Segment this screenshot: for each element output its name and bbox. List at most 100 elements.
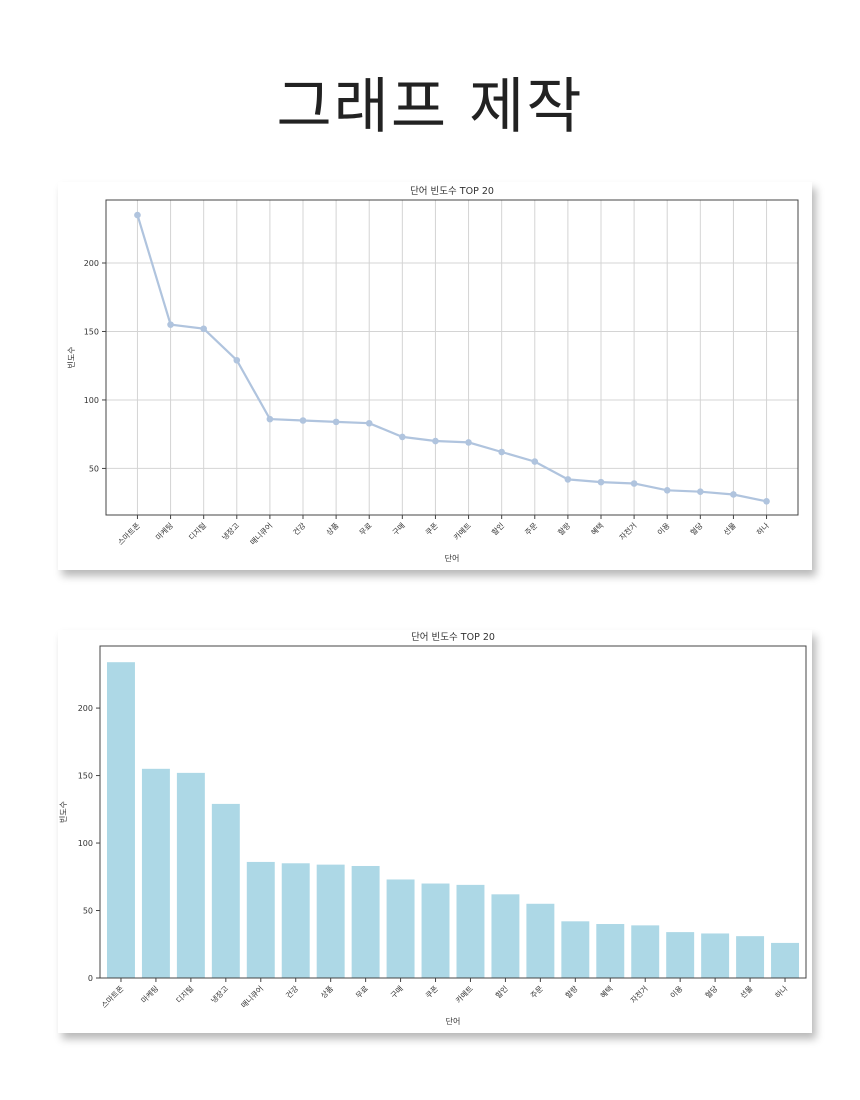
x-tick-label: 선물 [738,984,754,1000]
y-axis-label: 빈도수 [59,801,68,823]
x-tick-label: 디지털 [174,984,195,1005]
bar [141,768,170,978]
bar [316,864,345,978]
x-tick-label: 무료 [354,984,370,1000]
x-tick-label: 할랑 [564,984,580,1000]
x-tick-label: 냉장고 [209,983,231,1005]
x-tick-label: 주문 [523,521,539,537]
x-tick-label: 스마트폰 [116,521,142,547]
bar [106,662,135,978]
x-tick-label: 혈당 [688,520,705,537]
x-tick-label: 하나 [754,520,771,537]
x-tick-label: 이용 [668,983,685,1000]
x-tick-label: 혜택 [598,983,615,1000]
x-tick-label: 매니큐어 [248,520,275,547]
bar [456,884,485,978]
bar [176,772,205,978]
x-tick-label: 구매 [389,984,405,1000]
x-tick-label: 구매 [391,521,407,537]
bar [421,883,450,978]
bar [631,925,660,978]
data-point [763,498,770,505]
x-tick-label: 주문 [529,984,545,1000]
x-tick-label: 할인 [493,983,510,1000]
data-point [332,418,340,426]
x-tick-label: 혜택 [589,520,606,537]
bar [736,936,765,978]
y-tick-label: 200 [84,259,99,268]
data-point [200,325,207,333]
x-tick-label: 무료 [358,521,374,537]
bar [596,924,625,978]
data-point [365,419,373,427]
x-tick-label: 카메트 [452,521,473,542]
plot-frame [105,199,799,516]
x-axis-label: 단어 [445,553,460,563]
bar-chart-card: 0 50 100 150 200 스마트폰 마케팅 디지털 냉장고 매니큐어 건강 상품 무료 구매 쿠폰 카… [58,630,812,1033]
data-point [697,488,704,496]
data-point [597,478,605,486]
x-tick-label: 자전거 [628,983,650,1005]
x-tick-label: 건강 [283,983,300,1000]
x-tick-label: 마케팅 [153,520,175,542]
data-point [134,211,141,219]
bar [386,879,415,978]
bar [211,803,240,978]
data-point [730,491,737,498]
x-tick-label: 매니큐어 [239,983,266,1010]
y-tick-label: 100 [78,839,93,848]
line-chart-card: 50 100 150 200 스마트폰 마케팅 디지털 냉장고 매니큐어 건강 상품 무료 구매 쿠폰 카메… [58,182,812,570]
bar [281,863,310,978]
x-tick-label: 상품 [318,983,335,1000]
x-tick-label: 이용 [655,520,672,537]
x-tick-label: 카메트 [454,984,475,1005]
data-point [465,439,472,446]
x-tick-label: 냉장고 [219,520,241,542]
y-tick-label: 0 [88,974,93,983]
line-chart: 50 100 150 200 스마트폰 마케팅 디지털 냉장고 매니큐어 건강 상품 무료 구매 쿠폰 카메… [67,186,799,563]
plot-frame [99,645,807,979]
data-point [564,476,572,483]
x-tick-label: 할인 [489,520,506,537]
bar [246,861,275,978]
chart-title: 단어 빈도수 TOP 20 [411,632,495,643]
data-point [432,437,439,445]
y-axis-label: 빈도수 [67,346,76,368]
y-tick-label: 100 [84,396,99,405]
x-tick-label: 디지털 [187,521,208,542]
bar [701,933,730,978]
x-tick-label: 마케팅 [139,983,161,1005]
data-point [167,321,174,328]
bar [561,921,590,978]
data-point [233,356,241,364]
bar [491,894,520,978]
y-tick-label: 150 [84,327,99,336]
x-axis-label: 단어 [446,1016,461,1026]
x-tick-label: 하나 [773,983,790,1000]
y-tick-label: 50 [89,464,99,473]
bar [526,903,555,978]
x-tick-label: 상품 [324,520,341,537]
data-point [531,458,539,465]
data-point [399,433,406,441]
x-tick-label: 자전거 [617,520,639,542]
page-title: 그래프 제작 [276,72,584,142]
x-tick-label: 쿠폰 [424,984,440,1000]
y-tick-label: 150 [78,772,93,781]
x-tick-label: 쿠폰 [424,521,440,537]
y-tick-label: 50 [83,907,93,916]
bar [771,942,800,978]
x-tick-label: 선물 [722,521,738,537]
bar [666,932,695,978]
data-point [663,487,671,494]
bar-chart: 0 50 100 150 200 스마트폰 마케팅 디지털 냉장고 매니큐어 건강 상품 무료 구매 쿠폰 카… [59,632,807,1026]
x-tick-label: 스마트폰 [99,984,125,1010]
series-line [136,214,767,503]
data-point [630,480,638,487]
x-tick-label: 혈당 [703,983,720,1000]
x-tick-label: 할랑 [556,521,572,537]
data-point [266,415,274,423]
y-tick-label: 200 [78,704,93,713]
data-point [498,448,505,456]
chart-title: 단어 빈도수 TOP 20 [410,186,494,197]
